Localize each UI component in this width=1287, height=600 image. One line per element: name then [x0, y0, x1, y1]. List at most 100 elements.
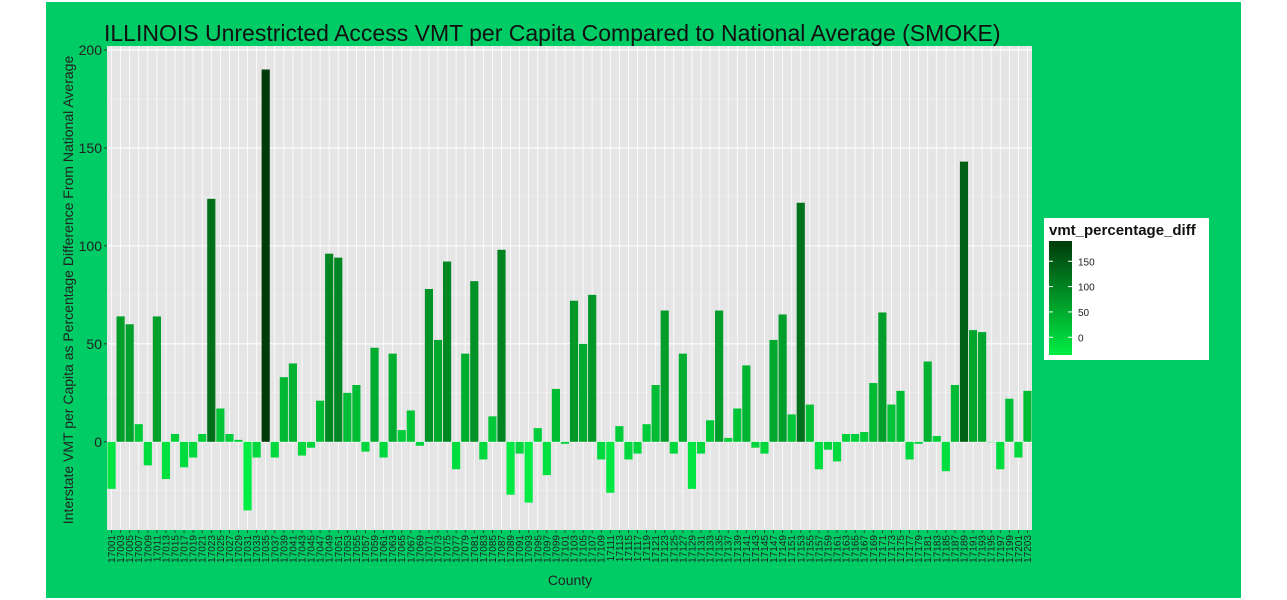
bar-17147: [769, 339, 778, 442]
x-tick-label: 17161: [833, 535, 844, 563]
legend-tick-label: 0: [1078, 333, 1084, 344]
x-tick-label: 17053: [343, 535, 354, 563]
bar-17143: [751, 441, 760, 448]
x-tick-label: 17099: [551, 535, 562, 563]
chart-title: ILLINOIS Unrestricted Access VMT per Cap…: [104, 20, 1001, 46]
x-tick-label: 17107: [588, 535, 599, 563]
bar-17161: [832, 441, 842, 462]
bar-17133: [705, 420, 715, 442]
x-tick-label: 17123: [660, 535, 671, 563]
bar-17111: [606, 441, 615, 493]
bar-17105: [579, 343, 588, 442]
bar-17169: [869, 383, 878, 442]
x-tick-label: 17063: [388, 535, 399, 563]
bar-17001: [107, 441, 116, 489]
x-tick-label: 17175: [896, 535, 907, 563]
bar-17113: [615, 426, 624, 442]
x-tick-label: 17129: [687, 535, 698, 563]
x-tick-label: 17021: [198, 535, 209, 563]
x-tick-label: 17185: [941, 535, 952, 563]
x-tick-label: 17023: [207, 535, 218, 563]
legend-title: vmt_percentage_diff: [1049, 222, 1196, 239]
x-tick-label: 17083: [479, 535, 490, 563]
x-tick-label: 17049: [325, 535, 336, 563]
bar-17129: [687, 441, 697, 489]
bar-17125: [669, 441, 678, 454]
bar-17055: [352, 384, 361, 442]
x-tick-label: 17139: [733, 535, 744, 563]
x-tick-label: 17155: [805, 535, 816, 563]
x-tick-label: 17113: [615, 535, 626, 563]
x-tick-label: 17183: [932, 535, 943, 563]
legend-tick-label: 50: [1078, 308, 1090, 319]
bar-17079: [461, 353, 470, 442]
x-tick-label: 17199: [1005, 535, 1016, 563]
bar-17027: [225, 433, 234, 442]
bar-17127: [678, 353, 687, 442]
bar-17025: [216, 408, 225, 442]
bar-17131: [696, 441, 706, 454]
bar-17087: [497, 249, 506, 442]
bar-17173: [887, 404, 896, 442]
bar-17007: [134, 424, 143, 442]
x-tick-label: 17035: [261, 535, 272, 563]
x-tick-label: 17015: [171, 535, 182, 563]
legend-tick-label: 150: [1078, 257, 1095, 268]
plot-panel: [107, 46, 1032, 530]
x-tick-label: 17017: [180, 535, 191, 563]
bar-17153: [796, 202, 805, 442]
bar-17059: [370, 347, 379, 442]
bar-17091: [515, 441, 524, 454]
bar-17109: [597, 441, 606, 460]
x-axis-ticks: 1700117003170051700717009170111701317015…: [107, 530, 1034, 563]
bar-17017: [180, 441, 189, 468]
bar-17159: [823, 441, 833, 450]
bar-17075: [442, 261, 452, 442]
x-tick-label: 17143: [751, 535, 762, 563]
x-tick-label: 17061: [379, 535, 390, 563]
bar-17041: [288, 363, 297, 442]
x-tick-label: 17051: [334, 535, 345, 563]
x-tick-label: 17135: [715, 535, 726, 563]
bar-17043: [297, 441, 307, 456]
bar-17003: [116, 316, 125, 442]
x-tick-label: 17179: [914, 535, 925, 563]
bar-17011: [152, 316, 161, 442]
x-tick-label: 17039: [279, 535, 290, 563]
x-tick-label: 17169: [869, 535, 880, 563]
x-tick-label: 17197: [996, 535, 1007, 563]
x-tick-label: 17173: [887, 535, 898, 563]
x-tick-label: 17181: [923, 535, 934, 563]
bar-17029: [234, 439, 243, 442]
bar-17145: [760, 441, 769, 454]
x-tick-label: 17117: [633, 535, 644, 563]
x-tick-label: 17069: [415, 535, 426, 563]
x-tick-label: 17055: [352, 535, 363, 563]
bar-17097: [542, 441, 551, 476]
legend: vmt_percentage_diff 0 50 100 150: [1044, 218, 1209, 360]
bar-17115: [624, 441, 633, 460]
bar-17201: [1014, 441, 1023, 458]
x-tick-label: 17193: [978, 535, 989, 563]
x-tick-label: 17087: [497, 535, 508, 563]
x-tick-label: 17029: [234, 535, 245, 563]
bar-17093: [524, 441, 533, 503]
x-tick-label: 17075: [443, 535, 454, 563]
bar-17117: [633, 441, 642, 454]
bar-17013: [161, 441, 171, 480]
bar-17155: [805, 404, 814, 442]
x-tick-label: 17003: [116, 535, 127, 563]
bar-17037: [270, 441, 279, 458]
x-tick-label: 17203: [1023, 535, 1034, 563]
bar-17185: [941, 441, 950, 472]
x-tick-label: 17041: [288, 535, 299, 563]
x-tick-label: 17027: [225, 535, 236, 563]
x-tick-label: 17001: [107, 535, 118, 563]
y-axis-ticks: 0 50 100 150 200: [79, 42, 107, 450]
x-tick-label: 17121: [651, 535, 662, 563]
bar-17095: [533, 428, 542, 442]
x-tick-label: 17089: [506, 535, 517, 563]
x-tick-label: 17065: [397, 535, 408, 563]
y-tick-label: 50: [86, 336, 102, 352]
x-tick-label: 17125: [669, 535, 680, 563]
